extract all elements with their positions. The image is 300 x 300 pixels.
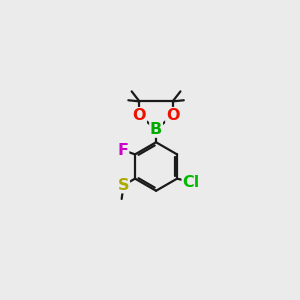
Text: O: O [166,108,179,123]
Text: O: O [133,108,146,123]
Text: B: B [150,122,162,137]
Text: S: S [118,178,129,193]
Text: F: F [118,143,128,158]
Text: Cl: Cl [182,175,200,190]
